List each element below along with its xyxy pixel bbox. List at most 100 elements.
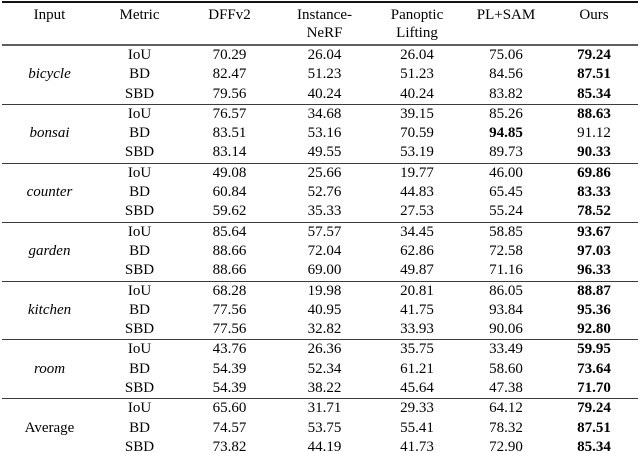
value-cell: 85.34 [577,85,611,102]
value-cell: 91.12 [577,125,611,142]
value-cell: 38.22 [307,380,342,397]
value-cell: 69.00 [307,262,342,279]
value-cell: 65.60 [212,400,247,417]
value-cell: 35.75 [400,341,434,358]
value-cell: 69.86 [577,164,611,181]
metric-label: BD [129,242,150,259]
value-cell: 87.51 [577,419,611,436]
metric-label: IoU [127,164,152,181]
input-label-kitchen: kitchen [27,301,72,318]
value-cell: 27.53 [400,203,434,220]
table-row: BD 77.56 40.95 41.75 93.84 95.36 [2,301,638,320]
value-cell: 54.39 [212,360,247,377]
value-cell: 79.24 [577,47,611,63]
table-row: SBD 88.66 69.00 49.87 71.16 96.33 [2,261,638,281]
value-cell: 93.84 [489,301,523,318]
table-row: bicycle IoU 70.29 26.04 26.04 75.06 79.24 [2,45,638,82]
metric-label: BD [129,66,150,83]
value-cell: 44.83 [400,184,434,201]
row-group-counter: counter IoU 49.08 25.66 19.77 46.00 69.86 BD 60.… [2,163,638,222]
column-header-pl-sam: PL+SAM [476,7,536,23]
value-cell: 40.24 [400,85,434,102]
value-cell: 53.19 [400,144,434,161]
column-header-panoptic: Panoptic Lifting [390,7,444,41]
value-cell: 61.21 [400,360,434,377]
value-cell: 75.06 [489,47,523,63]
value-cell: 84.56 [489,66,523,83]
value-cell: 70.59 [400,125,434,142]
value-cell: 19.77 [400,164,434,181]
value-cell: 40.95 [307,301,342,318]
value-cell: 85.34 [577,438,611,453]
value-cell: 55.24 [489,203,523,220]
metric-label: IoU [127,341,152,358]
input-label-garden: garden [28,242,71,259]
value-cell: 92.80 [577,321,611,338]
table-row: SBD 59.62 35.33 27.53 55.24 78.52 [2,202,638,222]
value-cell: 78.32 [489,419,523,436]
metric-label: IoU [127,282,152,299]
value-cell: 83.51 [212,125,247,142]
value-cell: 40.24 [307,85,342,102]
column-header-input: Input [33,7,66,23]
value-cell: 79.24 [577,400,611,417]
value-cell: 93.67 [577,223,611,240]
value-cell: 51.23 [307,66,342,83]
value-cell: 47.38 [489,380,523,397]
value-cell: 82.47 [212,66,247,83]
value-cell: 54.39 [212,380,247,397]
value-cell: 51.23 [400,66,434,83]
value-cell: 52.76 [307,184,342,201]
value-cell: 85.26 [489,105,523,122]
value-cell: 88.66 [212,262,247,279]
value-cell: 58.60 [489,360,523,377]
value-cell: 25.66 [307,164,342,181]
value-cell: 32.82 [307,321,342,338]
input-label-average: Average [24,419,75,436]
value-cell: 52.34 [307,360,342,377]
value-cell: 26.36 [307,341,342,358]
value-cell: 74.57 [212,419,247,436]
table-row: BD 54.39 52.34 61.21 58.60 73.64 [2,360,638,379]
metric-label: SBD [124,321,155,338]
metric-label: IoU [127,400,152,417]
value-cell: 88.63 [577,105,611,122]
row-group-room: room IoU 43.76 26.36 35.75 33.49 59.95 BD 54.39 5… [2,339,638,399]
metric-label: BD [129,360,150,377]
value-cell: 41.73 [400,438,434,453]
value-cell: 83.82 [489,85,523,102]
value-cell: 49.08 [212,164,247,181]
table-row: SBD 54.39 38.22 45.64 47.38 71.70 [2,379,638,399]
value-cell: 87.51 [577,66,611,83]
metric-label: SBD [124,380,155,397]
table-row: SBD 77.56 32.82 33.93 90.06 92.80 [2,320,638,340]
value-cell: 68.28 [212,282,247,299]
value-cell: 26.04 [400,47,434,63]
table-row: room IoU 43.76 26.36 35.75 33.49 59.95 [2,340,638,376]
metric-label: IoU [127,223,152,240]
row-group-average: Average IoU 65.60 31.71 29.33 64.12 79.24 BD 74.… [2,398,638,453]
value-cell: 35.33 [307,203,342,220]
value-cell: 73.82 [212,438,247,453]
value-cell: 78.52 [577,203,611,220]
value-cell: 86.05 [489,282,523,299]
value-cell: 72.04 [307,242,342,259]
column-header-ours: Ours [579,7,609,23]
metric-label: SBD [124,203,155,220]
value-cell: 19.98 [307,282,342,299]
value-cell: 34.68 [307,105,342,122]
value-cell: 96.33 [577,262,611,279]
metric-label: SBD [124,85,155,102]
metric-label: IoU [127,47,152,63]
row-group-garden: garden IoU 85.64 57.57 34.45 58.85 93.67 BD 88.6… [2,222,638,281]
value-cell: 34.45 [400,223,434,240]
value-cell: 71.70 [577,380,611,397]
value-cell: 71.16 [489,262,523,279]
value-cell: 53.16 [307,125,342,142]
table-row: counter IoU 49.08 25.66 19.77 46.00 69.86 [2,163,638,200]
table-header: Input Metric DFFv2 Instance- NeRF Panoptic L… [2,2,638,45]
value-cell: 88.66 [212,242,247,259]
table-row: kitchen IoU 68.28 19.98 20.81 86.05 88.87 [2,281,638,318]
metric-label: IoU [127,105,152,122]
